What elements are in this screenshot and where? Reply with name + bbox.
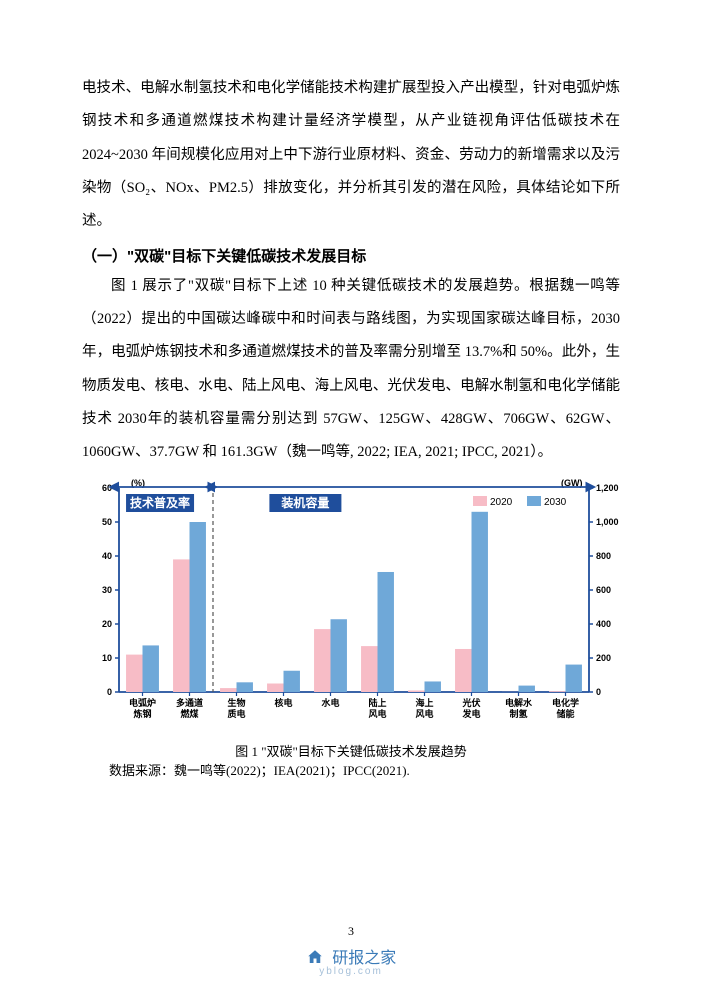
svg-text:60: 60 xyxy=(102,483,112,493)
svg-text:风电: 风电 xyxy=(415,708,433,719)
svg-text:陆上: 陆上 xyxy=(368,697,386,708)
svg-text:50: 50 xyxy=(102,517,112,527)
svg-text:400: 400 xyxy=(596,619,611,629)
svg-text:200: 200 xyxy=(596,653,611,663)
svg-text:风电: 风电 xyxy=(368,708,386,719)
svg-text:发电: 发电 xyxy=(461,708,480,719)
svg-text:600: 600 xyxy=(596,585,611,595)
svg-text:装机容量: 装机容量 xyxy=(280,495,329,510)
svg-text:30: 30 xyxy=(102,585,112,595)
section-heading: （一）"双碳"目标下关键低碳技术发展目标 xyxy=(82,245,620,266)
svg-text:20: 20 xyxy=(102,619,112,629)
svg-text:储能: 储能 xyxy=(556,708,574,719)
svg-text:技术普及率: 技术普及率 xyxy=(130,495,190,510)
svg-text:40: 40 xyxy=(102,551,112,561)
svg-text:电化学: 电化学 xyxy=(552,697,579,708)
figure-1: 0102030405060(%)02004006008001,0001,200(… xyxy=(83,474,619,779)
paragraph-2: 图 1 展示了"双碳"目标下上述 10 种关键低碳技术的发展趋势。根据魏一鸣等（… xyxy=(82,270,620,470)
svg-text:800: 800 xyxy=(596,551,611,561)
page-number: 3 xyxy=(0,924,702,939)
svg-text:质电: 质电 xyxy=(227,708,245,719)
svg-text:2030: 2030 xyxy=(544,497,567,508)
svg-text:0: 0 xyxy=(596,687,601,697)
svg-text:制氢: 制氢 xyxy=(509,708,527,719)
svg-text:电弧炉: 电弧炉 xyxy=(129,697,156,708)
chart-caption: 图 1 "双碳"目标下关键低碳技术发展趋势 xyxy=(83,741,619,760)
house-icon xyxy=(306,950,332,967)
svg-text:炼钢: 炼钢 xyxy=(133,708,151,719)
watermark-url: yblog.com xyxy=(0,966,702,977)
svg-text:核电: 核电 xyxy=(274,697,292,708)
bar-chart: 0102030405060(%)02004006008001,0001,200(… xyxy=(83,474,619,734)
svg-text:1,000: 1,000 xyxy=(596,517,619,527)
svg-text:10: 10 xyxy=(102,653,112,663)
svg-text:多通道: 多通道 xyxy=(176,697,203,708)
watermark: 研报之家 yblog.com xyxy=(0,944,702,977)
svg-text:生物: 生物 xyxy=(227,697,245,708)
paragraph-1: 电技术、电解水制氢技术和电化学储能技术构建扩展型投入产出模型，针对电弧炉炼钢技术… xyxy=(82,72,620,239)
svg-text:光伏: 光伏 xyxy=(461,697,480,708)
svg-text:水电: 水电 xyxy=(321,697,339,708)
svg-text:0: 0 xyxy=(107,687,112,697)
chart-source: 数据来源：魏一鸣等(2022)；IEA(2021)；IPCC(2021). xyxy=(83,760,619,779)
svg-text:海上: 海上 xyxy=(415,697,433,708)
svg-text:燃煤: 燃煤 xyxy=(180,708,198,719)
watermark-text: 研报之家 xyxy=(332,950,396,967)
svg-text:电解水: 电解水 xyxy=(505,697,533,708)
svg-text:2020: 2020 xyxy=(490,497,513,508)
svg-text:1,200: 1,200 xyxy=(596,483,619,493)
